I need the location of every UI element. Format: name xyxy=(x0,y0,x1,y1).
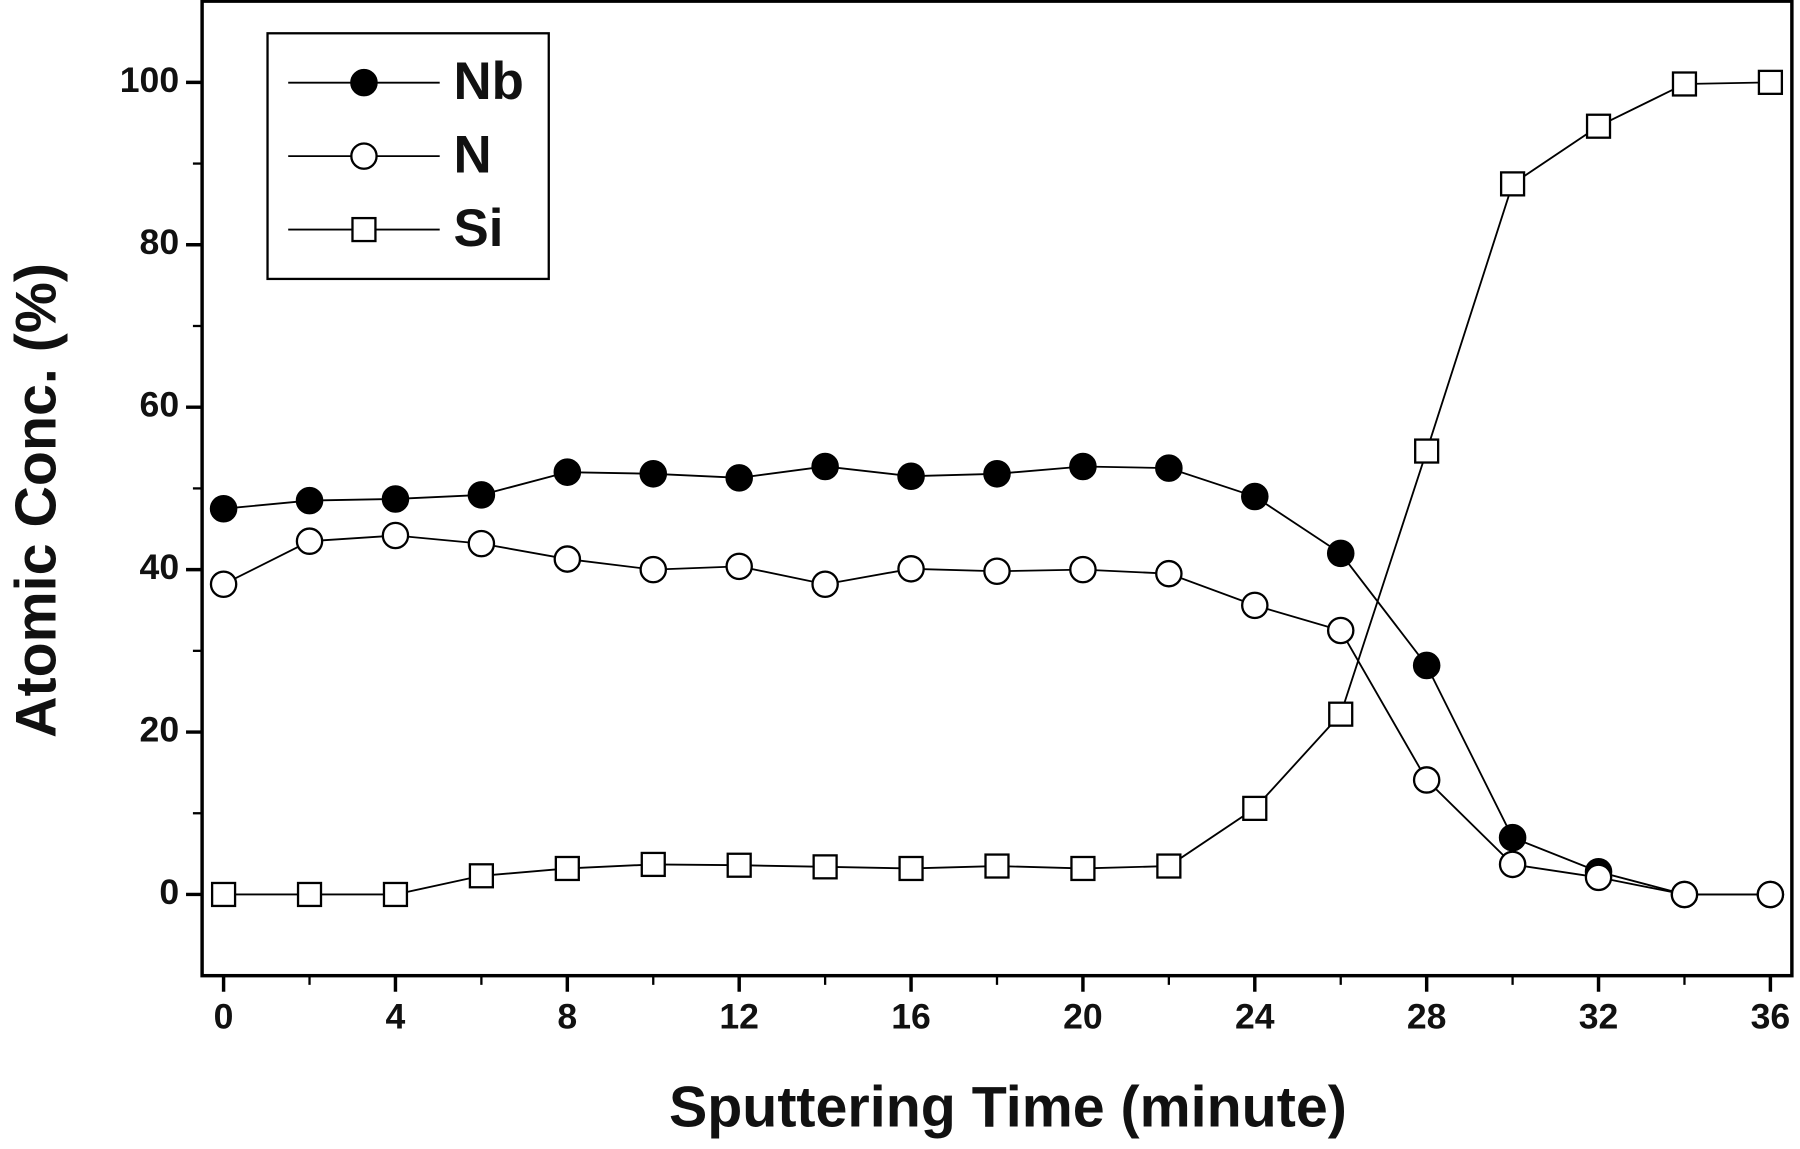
marker xyxy=(1328,701,1354,727)
marker xyxy=(1155,454,1183,482)
marker xyxy=(1155,559,1183,588)
marker xyxy=(381,485,410,513)
marker xyxy=(726,852,752,878)
x-tick-label: 16 xyxy=(891,997,931,1037)
marker xyxy=(296,881,323,908)
marker xyxy=(639,555,668,584)
legend-label: Nb xyxy=(453,52,523,111)
marker xyxy=(1414,438,1440,464)
marker xyxy=(1412,651,1441,680)
marker xyxy=(811,452,839,481)
marker xyxy=(381,521,410,550)
marker xyxy=(1069,555,1097,584)
marker xyxy=(1498,823,1527,852)
legend-label: Si xyxy=(453,199,503,258)
x-tick-label: 24 xyxy=(1235,997,1275,1037)
series-line xyxy=(223,465,1771,896)
marker xyxy=(898,855,924,882)
marker xyxy=(983,460,1011,488)
marker xyxy=(382,881,409,908)
marker xyxy=(983,557,1011,586)
y-tick-label: 80 xyxy=(140,222,180,262)
marker xyxy=(295,486,324,515)
marker xyxy=(295,527,324,555)
marker xyxy=(1242,795,1268,822)
marker xyxy=(1584,863,1613,892)
marker xyxy=(1241,482,1269,511)
marker xyxy=(554,855,580,882)
marker xyxy=(1241,591,1269,620)
y-tick-label: 60 xyxy=(140,385,180,425)
marker xyxy=(553,545,582,573)
marker xyxy=(467,481,496,509)
marker xyxy=(553,458,582,486)
x-tick-label: 36 xyxy=(1751,997,1791,1037)
marker xyxy=(209,494,238,523)
marker xyxy=(1670,880,1699,909)
marker xyxy=(897,462,925,491)
x-tick-label: 8 xyxy=(557,997,577,1037)
marker xyxy=(210,881,237,908)
y-tick-label: 0 xyxy=(159,872,179,912)
x-tick-label: 20 xyxy=(1063,997,1103,1037)
marker xyxy=(812,854,838,880)
marker xyxy=(209,570,238,599)
marker xyxy=(1156,853,1182,879)
marker xyxy=(725,552,753,581)
marker xyxy=(1585,113,1612,139)
marker xyxy=(1756,880,1785,909)
x-tick-label: 28 xyxy=(1407,997,1447,1037)
marker xyxy=(1498,850,1527,879)
marker xyxy=(1499,171,1526,197)
legend-marker xyxy=(350,142,378,170)
marker xyxy=(1671,71,1698,97)
x-axis-label: Sputtering Time (minute) xyxy=(669,1075,1347,1139)
marker xyxy=(467,529,496,558)
legend-marker xyxy=(351,216,377,243)
y-tick-label: 100 xyxy=(120,60,179,100)
marker xyxy=(1070,855,1096,882)
legend-marker xyxy=(350,68,378,97)
marker xyxy=(1326,539,1355,568)
marker xyxy=(1757,69,1784,95)
marker xyxy=(725,464,753,492)
series-line xyxy=(223,534,1771,896)
marker xyxy=(897,555,925,583)
x-tick-label: 12 xyxy=(719,997,759,1037)
marker xyxy=(811,570,839,599)
marker xyxy=(1412,766,1441,794)
marker xyxy=(468,863,495,889)
marker xyxy=(1069,452,1097,481)
x-tick-label: 4 xyxy=(386,997,406,1037)
marker xyxy=(984,853,1010,879)
marker xyxy=(640,851,666,878)
y-axis-label: Atomic Conc. (%) xyxy=(4,263,68,738)
legend: Nb N Si xyxy=(266,32,550,281)
x-tick-label: 32 xyxy=(1579,997,1619,1037)
marker xyxy=(639,460,668,488)
marker xyxy=(1326,616,1355,645)
legend-label: N xyxy=(453,125,491,184)
x-tick-label: 0 xyxy=(214,997,234,1037)
y-tick-label: 20 xyxy=(140,709,180,749)
y-tick-label: 40 xyxy=(140,547,180,587)
